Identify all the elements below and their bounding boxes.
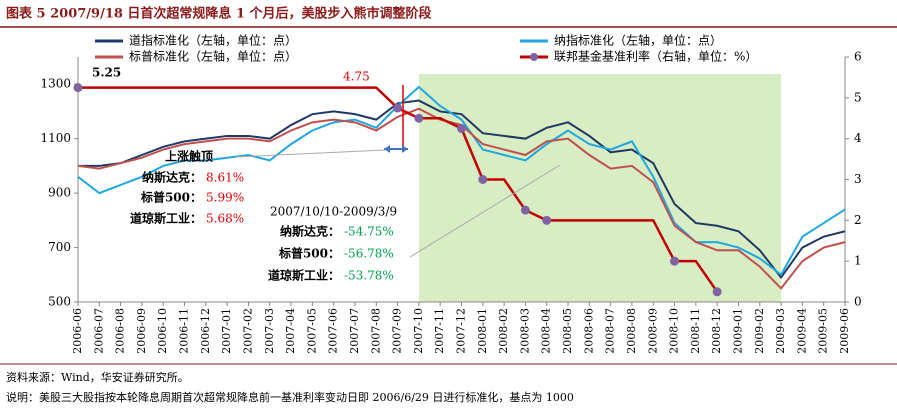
rate-marker bbox=[73, 83, 83, 93]
rate-marker bbox=[457, 123, 466, 133]
x-tick-label: 2006-10 bbox=[156, 308, 169, 354]
x-tick-label: 2006-08 bbox=[114, 308, 127, 354]
x-tick-label: 2007-10 bbox=[412, 308, 425, 354]
x-tick-label: 2007-03 bbox=[263, 308, 276, 354]
y2-tick-label: 3 bbox=[854, 172, 862, 186]
legend-label: 纳指标准化（左轴，单位：点） bbox=[554, 33, 722, 48]
y-tick-label: 700 bbox=[48, 240, 71, 254]
x-tick-label: 2009-04 bbox=[795, 308, 808, 354]
y2-tick-label: 2 bbox=[854, 213, 862, 227]
x-tick-label: 2009-03 bbox=[774, 308, 787, 354]
x-tick-label: 2008-10 bbox=[668, 308, 681, 354]
annotation: -53.78% bbox=[344, 269, 394, 283]
rate-marker bbox=[393, 103, 403, 113]
x-tick-label: 2009-05 bbox=[817, 308, 830, 354]
annotation: 4.75 bbox=[343, 70, 370, 84]
x-tick-label: 2006-07 bbox=[92, 308, 105, 354]
rate-marker bbox=[414, 113, 424, 123]
annotation: 道琼斯工业： bbox=[130, 211, 202, 226]
series-line bbox=[77, 85, 846, 277]
source: 资料来源：Wind，华安证券研究所。 bbox=[6, 370, 189, 384]
annotation: 标普500： bbox=[278, 246, 340, 261]
x-tick-label: 2007-01 bbox=[220, 308, 233, 354]
x-tick-label: 2007-08 bbox=[369, 308, 382, 354]
annotation: 8.61% bbox=[206, 171, 244, 185]
annotation: 5.25 bbox=[92, 66, 121, 80]
plot-layer: 道指标准化（左轴，单位：点） 纳指标准化（左轴，单位：点） 标普标准化（左轴，单位：… bbox=[73, 33, 846, 297]
x-tick-label: 2008-09 bbox=[646, 308, 659, 354]
chart-title: 图表 5 2007/9/18 日首次超常规降息 1 个月后，美股步入熊市调整阶段 bbox=[6, 6, 432, 22]
x-tick-label: 2008-01 bbox=[476, 308, 489, 354]
annotation: 纳斯达克： bbox=[142, 170, 202, 185]
y2-tick-label: 4 bbox=[854, 131, 862, 145]
x-tick-label: 2008-05 bbox=[561, 308, 574, 354]
y-tick-label: 500 bbox=[48, 295, 71, 309]
background-layer: 500 700 900 1100 1300 0 1 2 3 4 5 6 2006-06 2006-07 20… bbox=[40, 50, 862, 354]
annotation: 上涨触顶 bbox=[165, 149, 213, 164]
leader-line bbox=[235, 149, 386, 158]
y2-tick-label: 0 bbox=[854, 295, 862, 309]
x-tick-label: 2008-11 bbox=[689, 308, 702, 354]
x-tick-label: 2007-02 bbox=[241, 308, 254, 354]
annotation: 2007/10/10-2009/3/9 bbox=[270, 205, 397, 219]
y-tick-label: 900 bbox=[48, 186, 71, 200]
y2-tick-label: 1 bbox=[854, 254, 862, 268]
x-tick-label: 2006-12 bbox=[199, 308, 212, 354]
y2-tick-label: 6 bbox=[854, 50, 862, 64]
x-tick-label: 2008-12 bbox=[710, 308, 723, 354]
x-tick-label: 2009-02 bbox=[753, 308, 766, 354]
x-tick-label: 2008-02 bbox=[497, 308, 510, 354]
legend-label: 标普标准化（左轴，单位：点） bbox=[129, 49, 297, 64]
x-tick-label: 2008-04 bbox=[540, 308, 553, 354]
rate-marker bbox=[542, 215, 552, 225]
note: 说明：美股三大股指按本轮降息周期首次超常规降息前一基准利率变动日即 2006/6… bbox=[6, 390, 574, 404]
x-tick-label: 2007-12 bbox=[455, 308, 468, 354]
rate-marker bbox=[520, 205, 530, 215]
annotation: 5.99% bbox=[206, 191, 244, 205]
x-tick-label: 2007-07 bbox=[348, 308, 361, 354]
rate-marker bbox=[670, 256, 680, 266]
y-tick-label: 1300 bbox=[40, 77, 71, 91]
x-tick-label: 2009-06 bbox=[838, 308, 851, 354]
annotation: 标普500： bbox=[140, 190, 202, 205]
rate-marker bbox=[712, 287, 722, 297]
x-tick-label: 2008-06 bbox=[582, 308, 595, 354]
y-tick-label: 1100 bbox=[40, 131, 71, 145]
legend-marker bbox=[530, 53, 538, 61]
annotation: 5.68% bbox=[206, 212, 244, 226]
x-tick-label: 2007-09 bbox=[391, 308, 404, 354]
x-tick-label: 2006-06 bbox=[71, 308, 84, 354]
x-tick-label: 2007-05 bbox=[305, 308, 318, 354]
rate-marker bbox=[478, 175, 488, 184]
x-tick-label: 2007-04 bbox=[284, 308, 297, 354]
x-tick-label: 2007-11 bbox=[433, 308, 446, 354]
arrow-head bbox=[384, 145, 408, 153]
x-tick-label: 2008-03 bbox=[518, 308, 531, 354]
x-tick-label: 2006-11 bbox=[178, 308, 191, 354]
x-tick-label: 2007-06 bbox=[327, 308, 340, 354]
legend-label: 道指标准化（左轴，单位：点） bbox=[129, 33, 297, 48]
x-tick-label: 2008-08 bbox=[625, 308, 638, 354]
annotation: 道琼斯工业： bbox=[268, 268, 340, 283]
x-tick-label: 2008-07 bbox=[604, 308, 617, 354]
legend-label: 联邦基金基准利率（右轴，单位：%） bbox=[554, 49, 757, 64]
leader-line bbox=[409, 164, 561, 258]
annotations: 5.25 4.75 上涨触顶 纳斯达克： 8.61% 标普500： 5.99% … bbox=[92, 66, 561, 283]
annotation: -56.78% bbox=[344, 247, 394, 261]
annotation: -54.75% bbox=[344, 225, 394, 239]
annotation: 纳斯达克： bbox=[280, 224, 340, 239]
y2-tick-label: 5 bbox=[854, 90, 862, 104]
x-tick-label: 2009-01 bbox=[731, 308, 744, 354]
highlight-band bbox=[418, 74, 782, 302]
series-line bbox=[78, 99, 846, 280]
x-tick-label: 2006-09 bbox=[135, 308, 148, 354]
